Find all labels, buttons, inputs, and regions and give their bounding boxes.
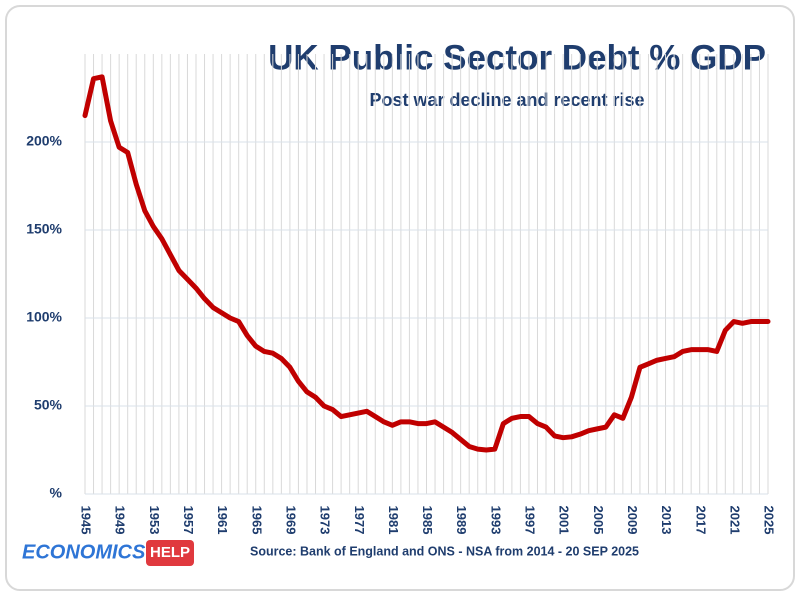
y-tick-label: 100% <box>26 309 62 325</box>
x-tick-label: 1961 <box>215 506 230 535</box>
x-tick-label: 1981 <box>386 506 401 535</box>
x-tick-label: 1973 <box>318 506 333 535</box>
x-tick-label: 1977 <box>352 506 367 535</box>
logo-badge <box>146 540 194 566</box>
y-tick-label: % <box>50 485 63 501</box>
x-tick-label: 2017 <box>693 506 708 535</box>
x-tick-label: 2001 <box>557 506 572 535</box>
x-tick-label: 1989 <box>454 506 469 535</box>
x-tick-label: 2025 <box>762 506 777 535</box>
logo: ECONOMICS HELP <box>22 540 194 566</box>
y-tick-label: 150% <box>26 221 62 237</box>
chart-subtitle: Post war decline and recent rise <box>369 90 644 110</box>
x-tick-label: 1957 <box>181 506 196 535</box>
x-tick-label: 1985 <box>420 506 435 535</box>
y-tick-label: 50% <box>34 397 63 413</box>
x-tick-label: 2009 <box>625 506 640 535</box>
x-tick-label: 2021 <box>727 506 742 535</box>
x-tick-label: 1965 <box>249 506 264 535</box>
x-tick-label: 1993 <box>488 506 503 535</box>
x-tick-label: 1953 <box>147 506 162 535</box>
y-tick-label: 200% <box>26 133 62 149</box>
logo-text: HELP <box>150 544 190 561</box>
x-tick-label: 1969 <box>283 506 298 535</box>
x-tick-label: 1949 <box>113 506 128 535</box>
data-line <box>82 74 771 453</box>
source-note: Source: Bank of England and ONS - NSA fr… <box>250 544 639 558</box>
x-tick-label: 2013 <box>659 506 674 535</box>
x-tick-label: 2005 <box>591 506 606 535</box>
x-tick-label: 1997 <box>523 506 538 535</box>
x-tick-label: 1945 <box>79 506 94 535</box>
logo-text: ECONOMICS <box>22 541 146 563</box>
